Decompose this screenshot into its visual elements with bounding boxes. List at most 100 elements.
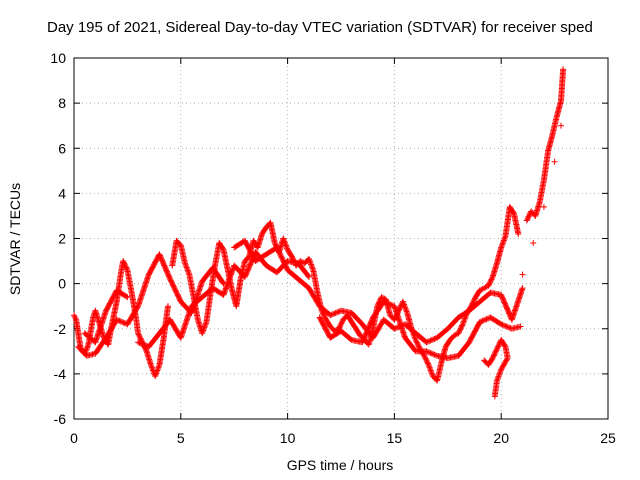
data-point bbox=[152, 371, 159, 378]
data-point bbox=[401, 302, 408, 309]
data-point bbox=[333, 309, 340, 316]
data-point bbox=[427, 337, 434, 344]
data-point bbox=[200, 326, 207, 333]
data-point bbox=[155, 363, 162, 370]
data-point bbox=[154, 367, 161, 374]
data-point bbox=[421, 352, 428, 359]
data-point bbox=[278, 254, 285, 261]
data-point bbox=[487, 279, 494, 286]
x-tick-label: 0 bbox=[70, 430, 78, 446]
data-point bbox=[558, 122, 565, 129]
data-point bbox=[415, 342, 422, 349]
data-point bbox=[392, 325, 399, 332]
y-tick-label: 2 bbox=[58, 231, 66, 247]
y-tick-label: 8 bbox=[58, 95, 66, 111]
data-point bbox=[307, 260, 314, 267]
data-point bbox=[560, 66, 567, 73]
data-point bbox=[184, 267, 191, 274]
data-point bbox=[431, 335, 438, 342]
data-point bbox=[153, 370, 160, 377]
data-point bbox=[332, 309, 339, 316]
y-tick-label: 10 bbox=[50, 50, 66, 66]
data-point bbox=[164, 303, 171, 310]
data-point bbox=[271, 240, 278, 247]
data-point bbox=[337, 321, 344, 328]
data-point bbox=[276, 250, 283, 257]
data-point bbox=[120, 258, 127, 265]
data-point bbox=[455, 330, 462, 337]
data-point bbox=[412, 335, 419, 342]
data-point bbox=[168, 278, 175, 285]
data-point bbox=[338, 320, 345, 327]
data-point bbox=[501, 234, 508, 241]
data-point bbox=[328, 311, 335, 318]
data-point bbox=[308, 261, 315, 268]
data-point bbox=[515, 230, 522, 237]
points-layer bbox=[71, 66, 567, 400]
data-point bbox=[117, 318, 124, 325]
x-tick-label: 5 bbox=[177, 430, 185, 446]
data-point bbox=[327, 312, 334, 319]
data-point bbox=[149, 366, 156, 373]
data-point bbox=[457, 325, 464, 332]
data-point bbox=[499, 241, 506, 248]
data-point bbox=[201, 323, 208, 330]
data-point bbox=[120, 259, 127, 266]
data-point bbox=[402, 304, 409, 311]
data-point bbox=[321, 314, 328, 321]
data-point bbox=[171, 286, 178, 293]
data-point bbox=[428, 368, 435, 375]
data-point bbox=[402, 305, 409, 312]
data-point bbox=[134, 304, 141, 311]
data-point bbox=[277, 252, 284, 259]
data-point bbox=[424, 359, 431, 366]
data-point bbox=[421, 354, 428, 361]
data-point bbox=[401, 301, 408, 308]
ticks-layer: 0 5 10 15 20 25 -6 -4 -2 0 2 4 6 8 10 bbox=[50, 50, 616, 446]
data-point bbox=[457, 326, 464, 333]
data-point bbox=[219, 279, 226, 286]
data-point bbox=[281, 238, 288, 245]
data-point bbox=[524, 216, 531, 223]
data-point bbox=[471, 296, 478, 303]
data-point bbox=[338, 319, 345, 326]
y-tick-label: -4 bbox=[54, 366, 67, 382]
data-point bbox=[135, 331, 142, 338]
y-tick-label: 6 bbox=[58, 140, 66, 156]
data-point bbox=[403, 307, 410, 314]
data-point bbox=[72, 315, 79, 322]
y-tick-label: 4 bbox=[58, 185, 66, 201]
data-point bbox=[283, 243, 290, 250]
data-point bbox=[460, 318, 467, 325]
data-point bbox=[173, 289, 180, 296]
data-point bbox=[498, 244, 505, 251]
data-point bbox=[309, 264, 316, 271]
data-point bbox=[174, 291, 181, 298]
data-point bbox=[486, 280, 493, 287]
data-point bbox=[148, 363, 155, 370]
data-point bbox=[500, 238, 507, 245]
data-point bbox=[201, 324, 208, 331]
grid-layer bbox=[74, 58, 608, 419]
data-point bbox=[136, 334, 143, 341]
data-point bbox=[321, 312, 328, 319]
data-point bbox=[551, 158, 558, 165]
x-tick-label: 10 bbox=[280, 430, 296, 446]
data-point bbox=[456, 328, 463, 335]
data-point bbox=[413, 339, 420, 346]
data-point bbox=[113, 316, 120, 323]
data-point bbox=[288, 253, 295, 260]
data-point bbox=[284, 245, 291, 252]
data-point bbox=[182, 260, 189, 267]
data-point bbox=[170, 282, 177, 289]
data-point bbox=[200, 327, 207, 334]
data-point bbox=[489, 275, 496, 282]
data-point bbox=[279, 255, 286, 262]
data-point bbox=[519, 271, 526, 278]
data-point bbox=[276, 249, 283, 256]
data-point bbox=[427, 367, 434, 374]
data-point bbox=[526, 212, 533, 219]
data-point bbox=[121, 260, 128, 267]
data-point bbox=[167, 276, 174, 283]
